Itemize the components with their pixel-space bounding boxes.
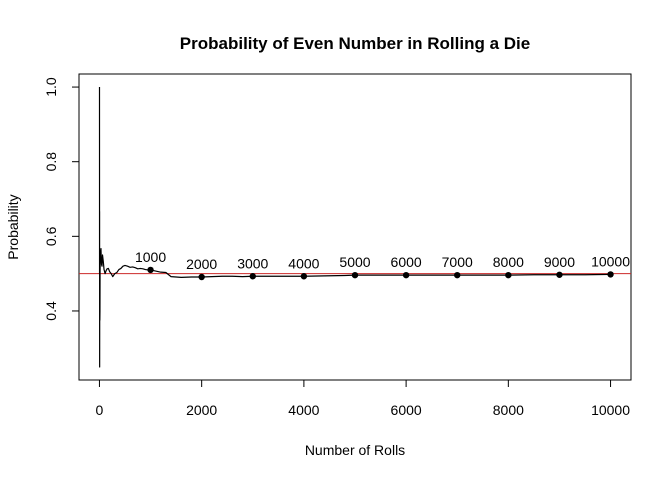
checkpoint-marker [198,273,205,281]
y-tick-label: 0.6 [43,226,59,246]
checkpoint-label: 1000 [135,249,166,265]
plot-frame [78,73,632,381]
y-tick-label: 0.8 [43,152,59,172]
checkpoint-marker [351,271,359,279]
checkpoint-label: 6000 [391,254,422,270]
chart-title: Probability of Even Number in Rolling a … [180,34,530,53]
x-tick-label: 0 [96,402,104,418]
x-axis-label: Number of Rolls [305,442,405,458]
checkpoint-marker [505,271,512,279]
checkpoint-marker [454,271,461,279]
x-tick-label: 10000 [591,402,630,418]
checkpoint-marker [402,271,410,279]
checkpoint-label: 8000 [493,254,524,270]
x-tick-label: 4000 [288,402,319,418]
y-tick-label: 0.4 [43,301,59,321]
x-tick-label: 6000 [391,402,422,418]
checkpoint-label: 10000 [591,253,630,269]
checkpoint-marker [147,266,154,274]
checkpoint-marker [300,273,308,280]
y-tick-label: 1.0 [43,77,59,97]
checkpoint-label: 7000 [442,254,473,270]
checkpoint-marker [556,271,563,278]
checkpoint-label: 2000 [186,256,217,272]
plot-content: 1000 2000 3000 4000 5000 6000 7000 8000 9000 1000… [79,87,631,368]
x-axis: 0 2000 4000 6000 8000 10000 [96,379,630,418]
series-line [98,87,611,368]
checkpoint-marker [607,271,614,278]
checkpoint-label: 9000 [544,254,575,270]
checkpoint-label: 3000 [237,255,268,271]
y-axis-label: Probability [5,194,21,259]
checkpoint-marker [249,273,256,280]
checkpoint-label: 4000 [288,255,319,271]
checkpoint-label: 5000 [339,254,370,270]
x-tick-label: 2000 [186,402,217,418]
y-axis: 0.4 0.6 0.8 1.0 [43,77,80,321]
x-tick-label: 8000 [493,402,524,418]
